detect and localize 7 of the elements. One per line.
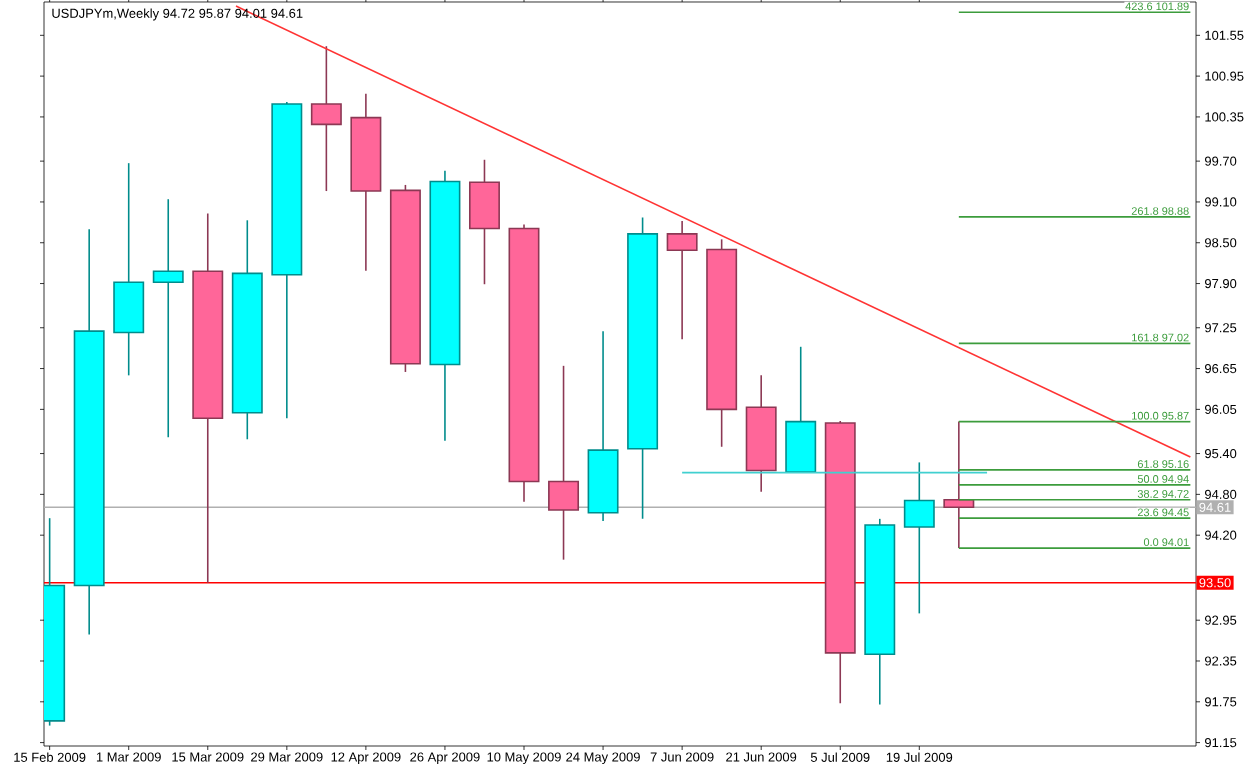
candlestick xyxy=(310,45,342,192)
candlestick xyxy=(903,461,935,615)
candlestick xyxy=(469,158,500,286)
candlestick xyxy=(152,198,184,439)
candlestick xyxy=(548,365,580,561)
candlestick xyxy=(666,220,698,341)
candlestick xyxy=(943,420,975,549)
